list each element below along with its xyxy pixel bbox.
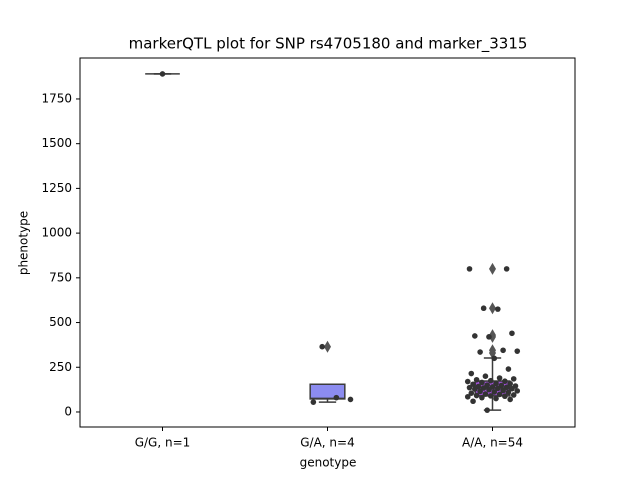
point (479, 394, 485, 401)
plot-frame (79, 57, 576, 428)
x-tick-label: G/G, n=1 (135, 436, 191, 450)
point (333, 394, 340, 401)
point (470, 398, 476, 405)
point (486, 334, 492, 340)
point (507, 380, 513, 387)
y-tick-label: 1000 (41, 226, 72, 240)
x-axis-label: genotype (300, 456, 357, 470)
flier (324, 340, 331, 353)
point (505, 389, 512, 396)
point (493, 395, 499, 402)
point (473, 392, 480, 399)
point (466, 266, 473, 272)
point (480, 305, 487, 312)
point (500, 347, 506, 354)
point (495, 385, 501, 392)
point (491, 355, 498, 362)
point (509, 330, 515, 337)
point (319, 343, 325, 350)
point (468, 370, 475, 377)
point (480, 385, 487, 391)
point (479, 379, 485, 386)
y-axis-label: phenotype (17, 211, 31, 275)
point (484, 407, 490, 413)
x-tick-label: A/A, n=54 (462, 436, 523, 450)
y-tick-label: 1750 (41, 91, 72, 105)
point (503, 266, 510, 272)
point (505, 366, 512, 372)
flier (489, 302, 496, 315)
point (502, 393, 508, 400)
flier (489, 330, 496, 343)
point (514, 388, 521, 394)
point (482, 373, 489, 380)
point (464, 378, 471, 385)
point (466, 384, 473, 391)
chart-title: markerQTL plot for SNP rs4705180 and mar… (129, 35, 528, 54)
point (502, 378, 508, 385)
y-tick-label: 1250 (41, 181, 72, 195)
point (464, 393, 471, 400)
point (472, 386, 478, 392)
point (468, 390, 475, 396)
point (507, 396, 513, 403)
point (487, 377, 494, 384)
point (482, 391, 489, 397)
point (510, 392, 517, 398)
point (509, 385, 515, 392)
y-tick-label: 250 (49, 360, 72, 374)
y-tick-label: 1500 (41, 136, 72, 150)
x-tick-label: G/A, n=4 (300, 436, 354, 450)
point (514, 348, 521, 354)
point (347, 396, 354, 403)
y-tick-label: 500 (49, 315, 72, 329)
point (477, 349, 483, 355)
point (496, 391, 503, 398)
point (493, 380, 499, 387)
point (510, 376, 517, 382)
point (470, 381, 476, 388)
y-tick-label: 750 (49, 270, 72, 284)
point (472, 333, 478, 339)
point (487, 393, 494, 399)
point (503, 384, 510, 391)
point (495, 306, 501, 312)
point (473, 376, 480, 383)
point (159, 71, 166, 77)
box (309, 383, 346, 400)
point (486, 386, 492, 393)
point (491, 389, 498, 395)
point (496, 375, 503, 381)
y-tick-label: 0 (64, 404, 72, 418)
flier (489, 262, 496, 275)
point (310, 399, 317, 405)
point (500, 387, 506, 394)
point (477, 388, 483, 395)
